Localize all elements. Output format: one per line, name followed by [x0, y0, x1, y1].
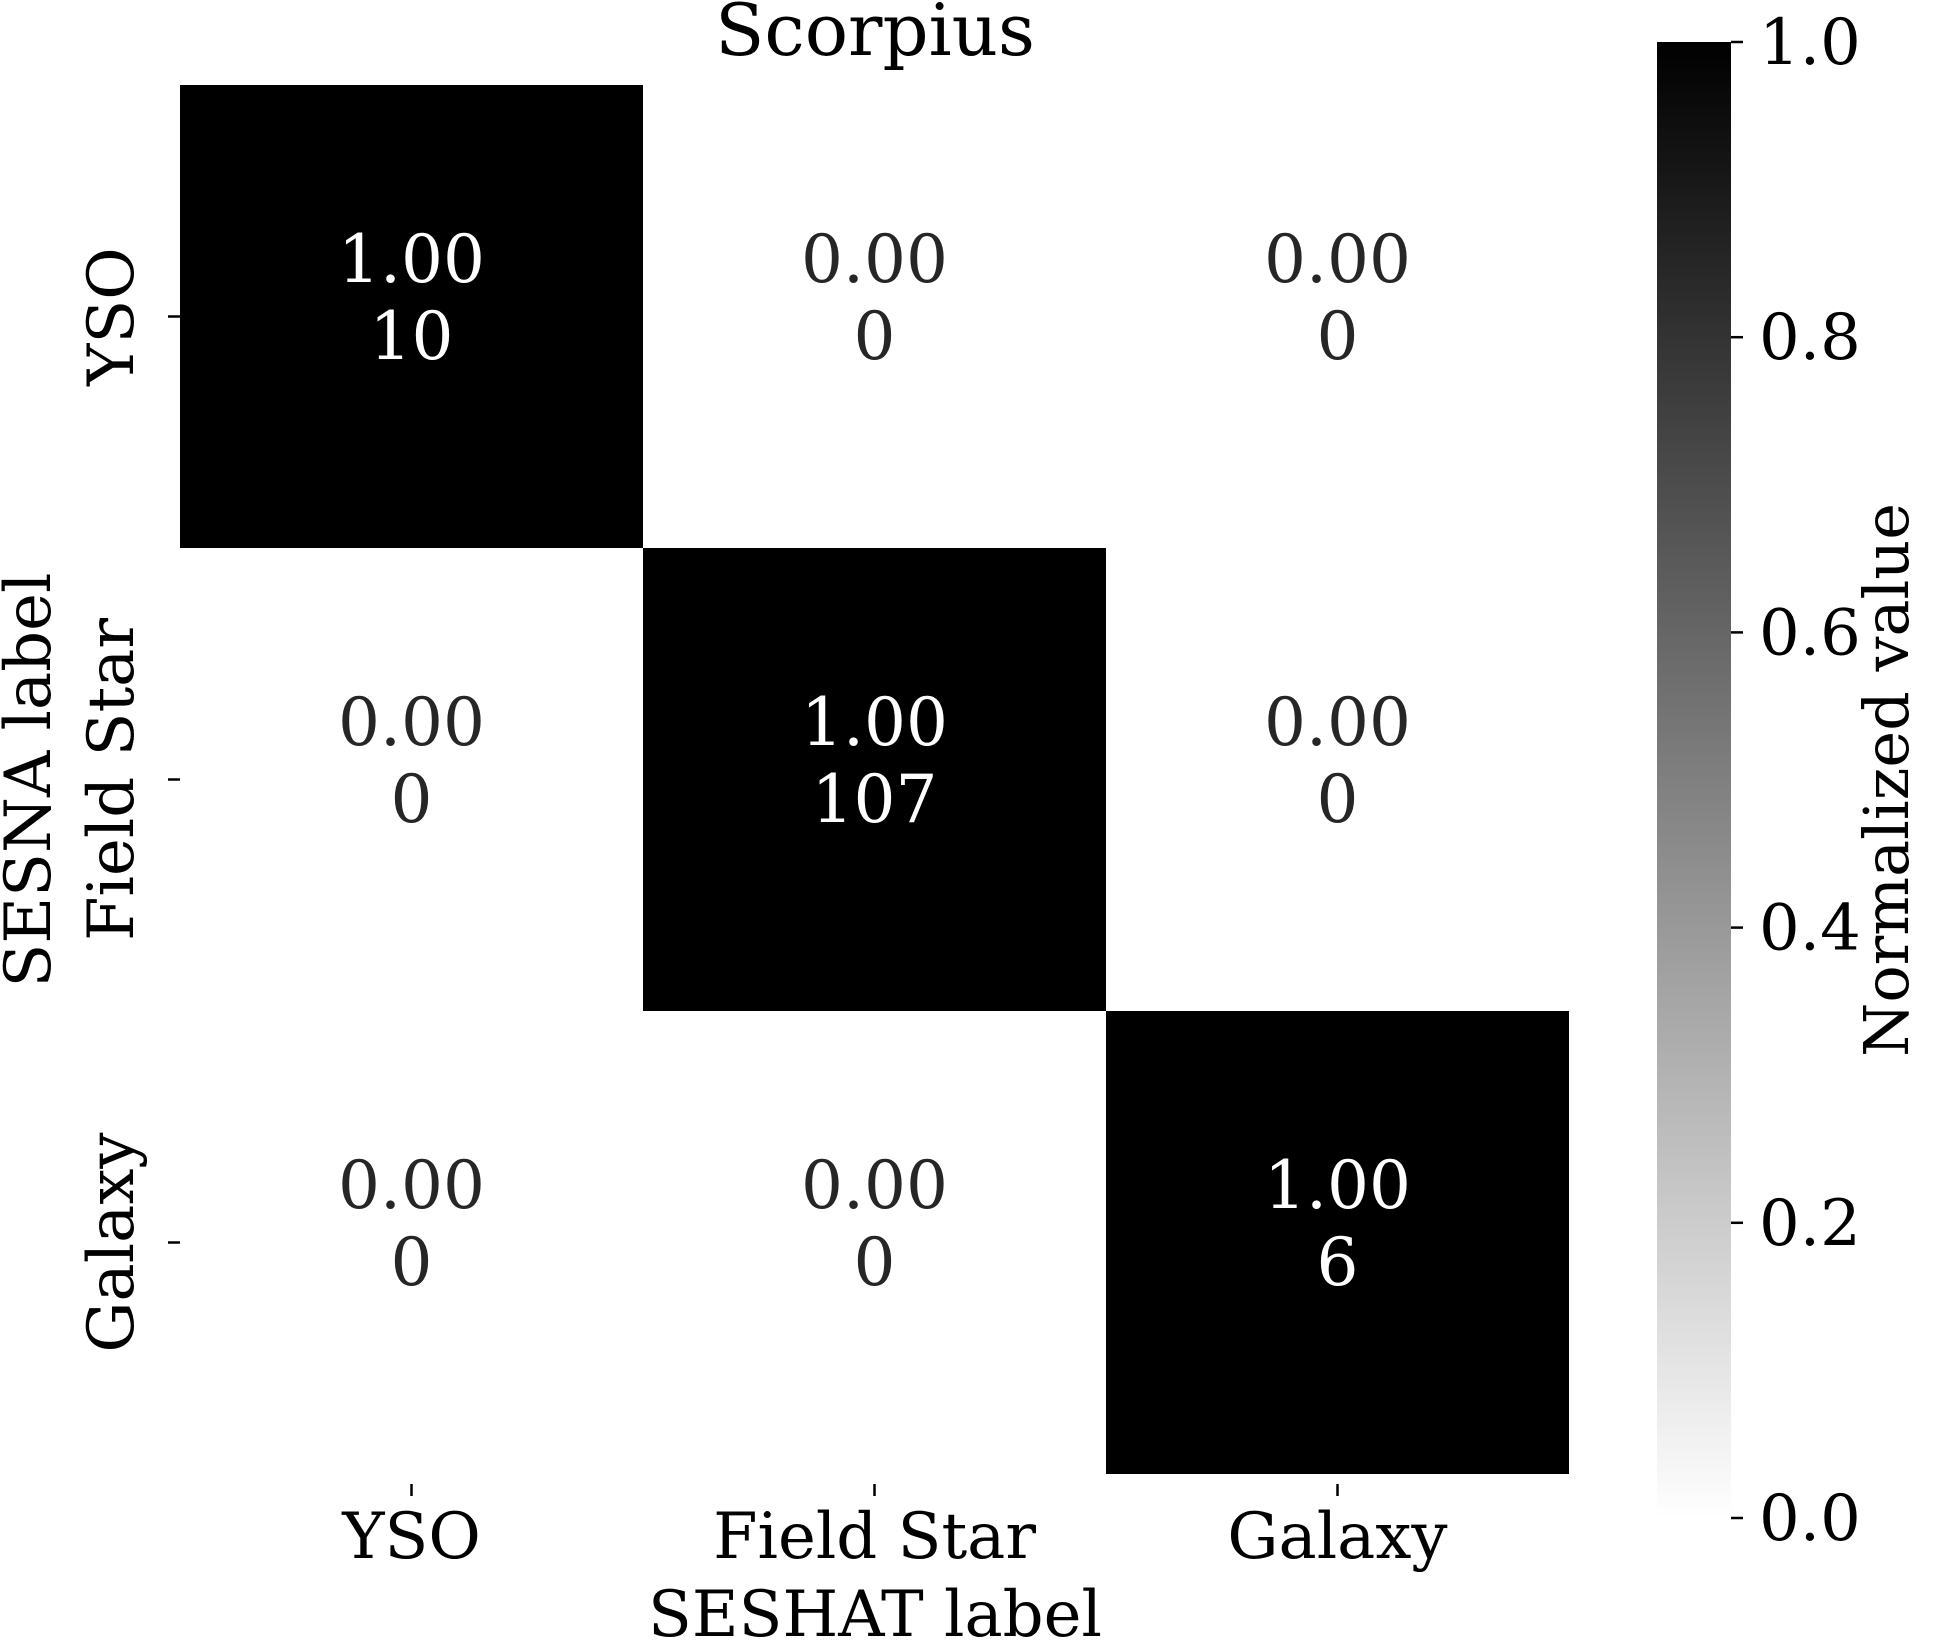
cell-value-label: 0.00: [1264, 221, 1411, 298]
cell-value-label: 1.00: [801, 684, 948, 761]
colorbar-tick-label: 0.4: [1759, 892, 1861, 966]
colorbar-tick-label: 0.0: [1759, 1482, 1861, 1556]
y-axis-ticks: YSO Field Star Galaxy: [75, 247, 180, 1353]
cell-value-label: 0.00: [1264, 684, 1411, 761]
cell-value-label: 1.00: [338, 221, 485, 298]
colorbar-tick-label: 1.0: [1759, 6, 1861, 80]
cell-count-label: 0: [1317, 298, 1359, 375]
cell-count-label: 0: [391, 761, 433, 838]
heatmap-cell: [643, 548, 1106, 1011]
cell-count-label: 6: [1317, 1224, 1359, 1301]
colorbar-tick-label: 0.2: [1759, 1187, 1861, 1261]
chart-title: Scorpius: [715, 0, 1035, 72]
heatmap-cell: [1106, 1011, 1569, 1474]
y-tick-label: YSO: [75, 247, 149, 387]
colorbar-tick-label: 0.6: [1759, 596, 1861, 670]
x-tick-label: Field Star: [713, 1500, 1036, 1574]
heatmap-cell: [1106, 548, 1569, 1011]
cell-value-label: 0.00: [338, 684, 485, 761]
colorbar-label: Normalized value: [1850, 503, 1923, 1057]
heatmap-cell: [643, 85, 1106, 548]
cell-value-label: 0.00: [801, 1147, 948, 1224]
cell-count-label: 0: [1317, 761, 1359, 838]
x-tick-label: Galaxy: [1227, 1500, 1447, 1574]
colorbar-ticks: 0.0 0.2 0.4 0.6 0.8 1.0: [1731, 6, 1861, 1556]
cell-count-label: 10: [370, 298, 454, 375]
colorbar-tick-label: 0.8: [1759, 301, 1861, 375]
cell-count-label: 0: [854, 298, 896, 375]
x-axis-ticks: YSO Field Star Galaxy: [341, 1484, 1448, 1574]
heatmap-cell: [180, 548, 643, 1011]
heatmap-cells: 1.00100.0000.0000.0001.001070.0000.0000.…: [180, 85, 1569, 1474]
y-axis-label: SESNA label: [0, 573, 66, 988]
cell-value-label: 0.00: [801, 221, 948, 298]
y-tick-label: Galaxy: [75, 1132, 149, 1352]
heatmap-cell: [180, 1011, 643, 1474]
heatmap-cell: [643, 1011, 1106, 1474]
x-tick-label: YSO: [341, 1500, 481, 1574]
cell-count-label: 0: [391, 1224, 433, 1301]
cell-value-label: 0.00: [338, 1147, 485, 1224]
x-axis-label: SESHAT label: [648, 1578, 1102, 1641]
heatmap-cell: [180, 85, 643, 548]
cell-count-label: 0: [854, 1224, 896, 1301]
y-tick-label: Field Star: [75, 618, 149, 941]
heatmap-cell: [1106, 85, 1569, 548]
cell-count-label: 107: [812, 761, 938, 838]
colorbar: [1657, 42, 1731, 1518]
cell-value-label: 1.00: [1264, 1147, 1411, 1224]
